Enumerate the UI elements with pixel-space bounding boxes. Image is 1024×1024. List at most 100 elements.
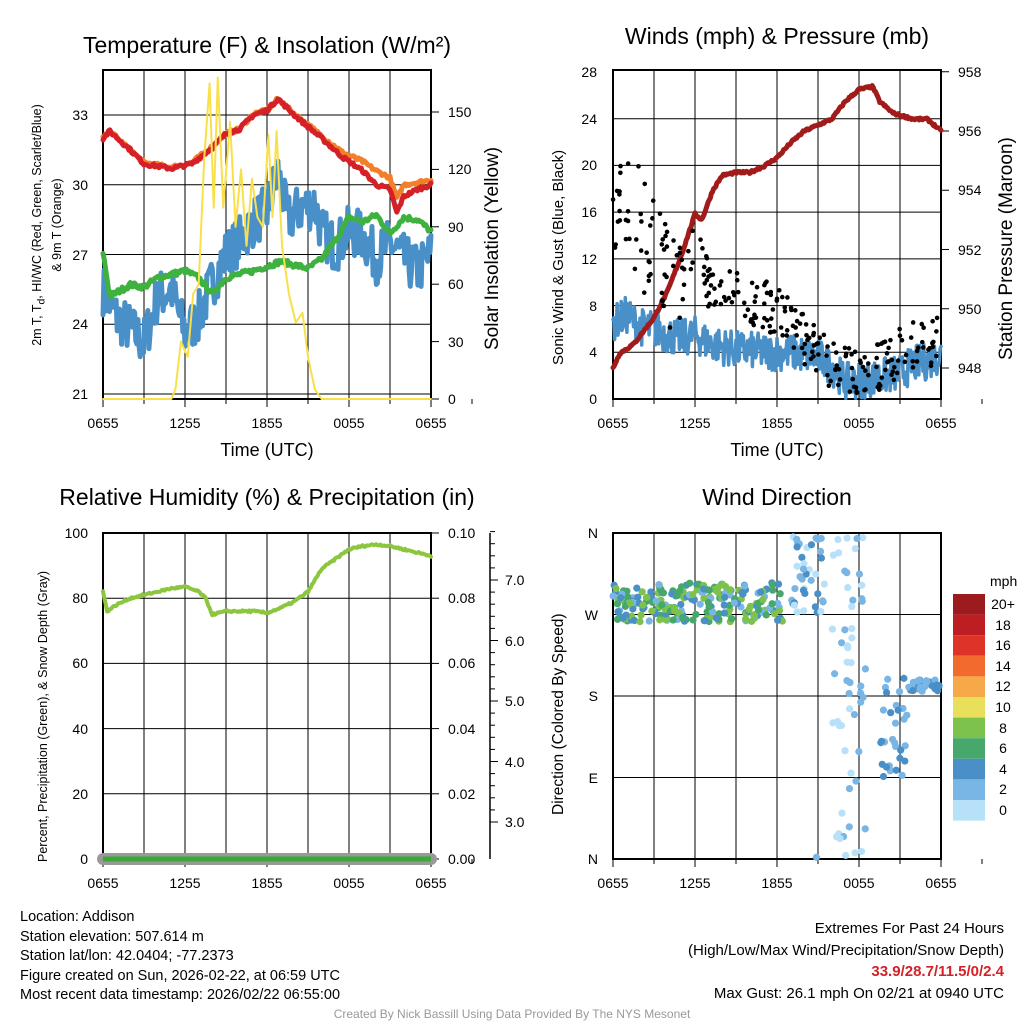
wind-direction-point xyxy=(898,771,906,779)
gust-point xyxy=(899,338,905,343)
wind-direction-point xyxy=(741,615,750,623)
colorbar-bin xyxy=(953,697,985,718)
y2-tick-label: 0.06 xyxy=(448,655,476,672)
gust-point xyxy=(888,337,893,343)
wind-direction-point xyxy=(790,601,799,609)
x-tick-label: 0055 xyxy=(333,415,365,431)
y2-tick-label: 60 xyxy=(448,276,464,293)
wind-direction-point xyxy=(845,689,853,698)
wind-direction-point xyxy=(858,581,866,589)
wind-direction-point xyxy=(768,600,776,608)
gust-point xyxy=(833,367,838,373)
wind-direction-point xyxy=(836,834,844,843)
wind-direction-point xyxy=(882,763,891,771)
gust-point xyxy=(698,237,703,242)
wind-direction-point xyxy=(844,644,852,652)
gust-point xyxy=(788,305,794,311)
rh-chart-title: Relative Humidity (%) & Precipitation (i… xyxy=(59,484,475,510)
wind-direction-point xyxy=(638,588,646,596)
gust-point xyxy=(700,246,705,251)
wind-direction-point xyxy=(848,634,856,642)
gust-point xyxy=(852,349,858,355)
gust-point xyxy=(851,384,857,390)
gust-point xyxy=(782,309,788,314)
gust-point xyxy=(690,260,695,265)
y-tick-label: 80 xyxy=(72,590,88,607)
wind-direction-point xyxy=(843,569,851,577)
wind-direction-point xyxy=(895,688,904,696)
wind-direction-point xyxy=(814,590,822,598)
x-tick-label: 0655 xyxy=(415,415,447,431)
wind-direction-point xyxy=(852,777,860,785)
recent-timestamp: Most recent data timestamp: 2026/02/22 0… xyxy=(20,987,341,1003)
gust-point xyxy=(763,280,768,286)
y-tick-label: 4 xyxy=(589,344,597,361)
x-tick-label: 0655 xyxy=(87,875,119,891)
wind-direction-point xyxy=(858,595,866,603)
gust-point xyxy=(934,315,940,321)
colorbar-bin xyxy=(953,738,985,759)
wind-direction-point xyxy=(819,598,827,606)
wind-direction-point xyxy=(774,599,782,607)
wind-direction-point xyxy=(811,603,819,611)
gust-point xyxy=(928,360,934,365)
gust-point xyxy=(718,279,724,284)
wind-direction-point xyxy=(762,611,770,619)
wind-direction-point xyxy=(689,590,697,599)
wind-direction-point xyxy=(891,719,900,727)
gust-point xyxy=(811,322,817,328)
gust-point xyxy=(930,344,936,350)
wind-direction-point xyxy=(877,737,886,745)
gust-point xyxy=(727,269,733,274)
wind-direction-point xyxy=(812,853,821,861)
gust-point xyxy=(680,296,686,302)
wind-direction-point xyxy=(830,670,839,678)
gust-point xyxy=(749,280,755,286)
y-tick-label: 21 xyxy=(72,386,88,402)
wind-direction-point xyxy=(692,610,700,619)
gust-point xyxy=(817,335,823,341)
wind-direction-point xyxy=(720,609,729,617)
wind-direction-point xyxy=(846,705,854,713)
y-tick-label: 28 xyxy=(581,64,597,80)
gust-point xyxy=(752,299,758,305)
x-tick-label: 0655 xyxy=(597,875,629,891)
gust-point xyxy=(810,349,815,355)
wind-direction-point xyxy=(909,686,917,695)
y-tick-label: 16 xyxy=(581,204,597,221)
gust-point xyxy=(803,322,809,327)
gust-point xyxy=(721,294,727,300)
colorbar-label: 16 xyxy=(995,637,1011,654)
winddir-y-label: Direction (Colored By Speed) xyxy=(550,613,567,815)
gust-point xyxy=(726,295,732,301)
wind-direction-point xyxy=(677,600,685,609)
extremes: Extremes For Past 24 Hours (High/Low/Max… xyxy=(688,918,1004,1004)
wind-direction-point xyxy=(776,590,784,598)
gust-point xyxy=(708,283,714,288)
wind-direction-point xyxy=(834,535,842,544)
y-tick-label: 100 xyxy=(64,525,88,541)
wind-direction-point xyxy=(817,607,825,616)
gust-point xyxy=(623,236,629,242)
wind-direction-point xyxy=(849,596,857,604)
wind-direction-point xyxy=(853,534,861,543)
gust-point xyxy=(659,290,665,296)
y2-tick-label: 954 xyxy=(958,182,982,199)
gust-point xyxy=(613,242,618,247)
gust-point xyxy=(644,250,649,255)
x-tick-label: 0655 xyxy=(415,875,447,891)
wind-direction-point xyxy=(750,610,758,619)
y2-tick-label: 0.04 xyxy=(448,720,476,737)
y-tick-label: 12 xyxy=(581,250,597,267)
gust-point xyxy=(681,282,687,288)
gust-point xyxy=(849,365,855,371)
y2-tick-label: 90 xyxy=(448,218,464,235)
y-tick-label: S xyxy=(588,688,598,704)
gust-point xyxy=(799,345,805,351)
wind-direction-point xyxy=(851,545,859,553)
gust-point xyxy=(661,247,667,252)
gust-point xyxy=(834,363,840,368)
max-gust: Max Gust: 26.1 mph On 02/21 at 0940 UTC xyxy=(713,984,1004,1002)
gust-point xyxy=(741,300,747,306)
gust-point xyxy=(742,313,748,319)
